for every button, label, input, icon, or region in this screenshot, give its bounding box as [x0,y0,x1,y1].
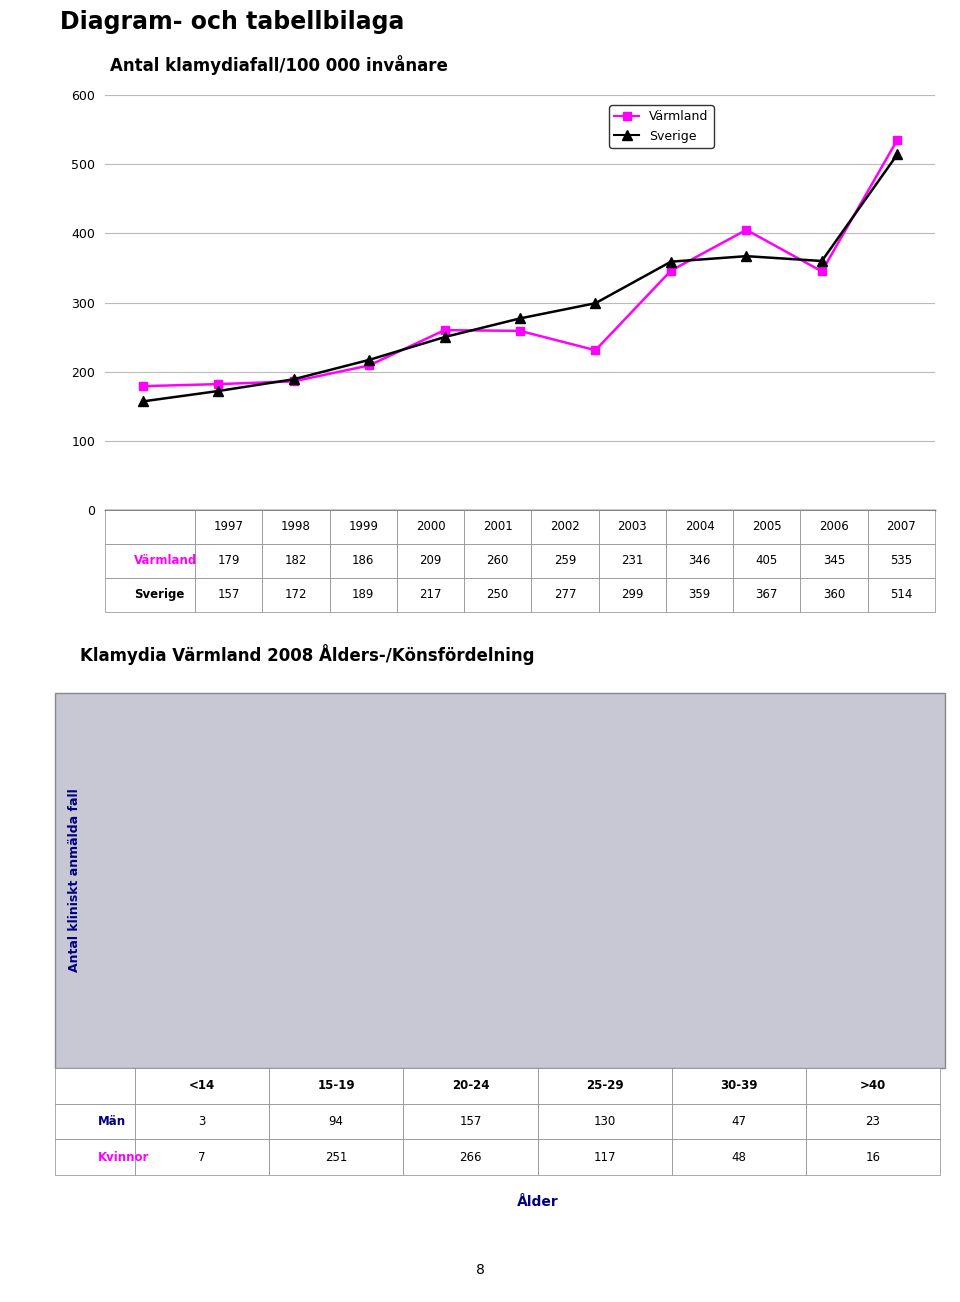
Text: 2003: 2003 [617,521,647,534]
Text: 2005: 2005 [752,521,781,534]
Text: 8: 8 [475,1263,485,1277]
Text: 7: 7 [199,1151,205,1164]
Text: 345: 345 [823,555,845,568]
Text: 217: 217 [420,589,442,602]
Text: 16: 16 [865,1151,880,1164]
Text: Kvinnor: Kvinnor [98,1151,150,1164]
Text: 179: 179 [217,555,240,568]
Text: 405: 405 [756,555,778,568]
Legend: Värmland, Sverige: Värmland, Sverige [610,105,713,147]
Text: 1999: 1999 [348,521,378,534]
Text: 172: 172 [285,589,307,602]
Text: 20-24: 20-24 [451,1079,490,1092]
Text: Män: Män [98,1115,126,1128]
Text: 250: 250 [487,589,509,602]
Text: 359: 359 [688,589,710,602]
Text: Antal kliniskt anmälda fall: Antal kliniskt anmälda fall [68,788,82,971]
Text: 346: 346 [688,555,710,568]
Text: 277: 277 [554,589,576,602]
Text: 2002: 2002 [550,521,580,534]
Text: Ålder: Ålder [516,1195,559,1210]
Text: 514: 514 [890,589,913,602]
Text: Sverige: Sverige [133,589,184,602]
Text: 260: 260 [487,555,509,568]
Text: 299: 299 [621,589,643,602]
Text: Diagram- och tabellbilaga: Diagram- och tabellbilaga [60,10,404,34]
Text: 266: 266 [459,1151,482,1164]
Text: 157: 157 [218,589,240,602]
Text: 259: 259 [554,555,576,568]
Text: 182: 182 [285,555,307,568]
Text: 367: 367 [756,589,778,602]
Text: 2004: 2004 [684,521,714,534]
Text: <14: <14 [189,1079,215,1092]
Text: 1998: 1998 [281,521,311,534]
Text: 30-39: 30-39 [720,1079,757,1092]
Text: 535: 535 [890,555,912,568]
Text: 251: 251 [325,1151,348,1164]
Text: 94: 94 [328,1115,344,1128]
Text: 1997: 1997 [214,521,244,534]
Text: 47: 47 [732,1115,746,1128]
Text: Värmland: Värmland [133,555,197,568]
Text: 3: 3 [199,1115,205,1128]
Text: 130: 130 [593,1115,615,1128]
Text: 2006: 2006 [819,521,849,534]
Text: >40: >40 [860,1079,886,1092]
Text: Antal klamydiafall/100 000 invånare: Antal klamydiafall/100 000 invånare [110,55,448,76]
Text: 23: 23 [866,1115,880,1128]
Text: 48: 48 [732,1151,746,1164]
Text: 15-19: 15-19 [318,1079,355,1092]
Text: 25-29: 25-29 [586,1079,623,1092]
Text: 186: 186 [352,555,374,568]
Text: 157: 157 [459,1115,482,1128]
Text: 189: 189 [352,589,374,602]
Text: 2000: 2000 [416,521,445,534]
Text: 360: 360 [823,589,845,602]
Text: 2001: 2001 [483,521,513,534]
Text: 231: 231 [621,555,643,568]
Text: 117: 117 [593,1151,615,1164]
Text: Klamydia Värmland 2008 Ålders-/Könsfördelning: Klamydia Värmland 2008 Ålders-/Könsförde… [80,644,535,665]
Text: 209: 209 [420,555,442,568]
Text: 2007: 2007 [886,521,916,534]
